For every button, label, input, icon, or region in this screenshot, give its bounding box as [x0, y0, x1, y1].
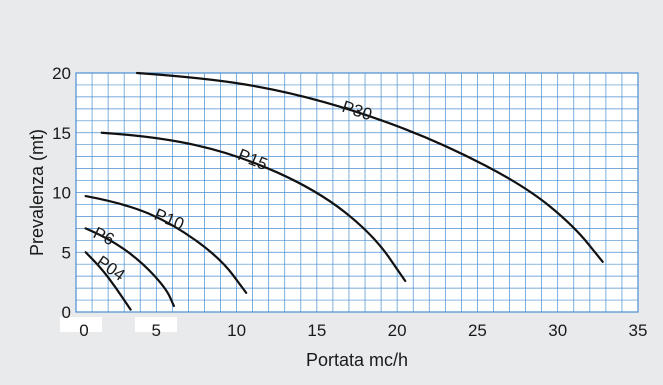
- x-tick-label: 15: [307, 321, 326, 340]
- x-axis-label: Portata mc/h: [306, 350, 408, 370]
- y-tick-label: 20: [52, 64, 71, 83]
- curve-p30: [135, 71, 604, 263]
- y-tick-label: 0: [62, 303, 71, 322]
- x-tick-label: 35: [629, 321, 648, 340]
- y-tick-label: 15: [52, 124, 71, 143]
- y-axis-label: Prevalenza (mt): [27, 129, 47, 256]
- tick-label-box: [135, 317, 177, 332]
- x-tick-label: 0: [79, 321, 88, 340]
- curve-p15: [100, 131, 407, 283]
- x-tick-label: 5: [152, 321, 161, 340]
- tick-label-box: [60, 317, 102, 332]
- curve-p04: [84, 251, 132, 311]
- curve-p10: [84, 194, 248, 294]
- y-tick-label: 10: [52, 184, 71, 203]
- curve-p6: [84, 227, 176, 308]
- x-tick-label: 10: [227, 321, 246, 340]
- x-tick-label: 25: [468, 321, 487, 340]
- y-tick-label: 5: [62, 243, 71, 262]
- plot-border: [75, 72, 639, 313]
- x-tick-label: 30: [548, 321, 567, 340]
- x-tick-label: 20: [388, 321, 407, 340]
